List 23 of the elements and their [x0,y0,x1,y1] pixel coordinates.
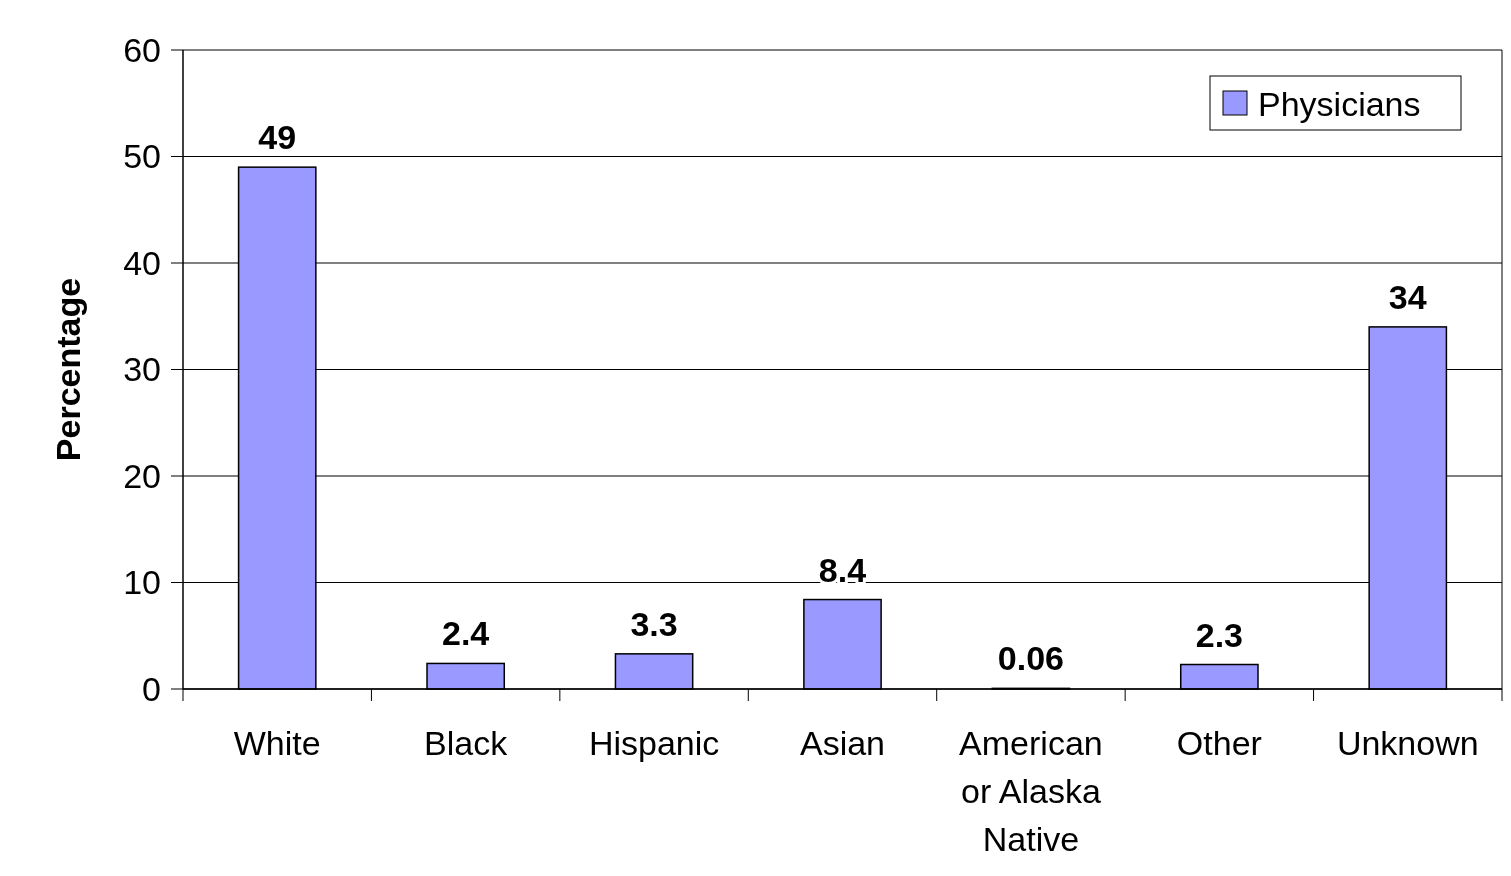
y-tick-label: 0 [142,669,161,708]
data-label: 2.4 [442,614,490,653]
data-label: 49 [258,118,297,157]
legend-label: Physicians [1258,84,1421,123]
x-tick-label: Asian [799,724,886,762]
y-tick-label: 30 [123,350,161,389]
x-tick-label: Other [1176,724,1262,762]
y-tick-label: 20 [123,456,161,495]
y-tick-label: 40 [123,243,161,282]
x-tick-label: Black [424,724,509,762]
data-label: 3.3 [630,604,678,643]
y-axis-title: Percentage [49,277,87,462]
x-tick-label: Unknown [1336,724,1479,762]
data-label: 0.06 [997,639,1065,678]
x-tick-label: Hispanic [588,724,720,762]
y-tick-label: 50 [123,137,161,176]
data-label: 2.3 [1195,615,1243,654]
data-label: 8.4 [818,550,867,589]
data-label: 34 [1388,277,1427,316]
y-tick-label: 60 [123,30,161,69]
x-tick-label: American or Alaska Native [959,724,1103,858]
x-tick-label: White [233,724,321,762]
y-tick-label: 10 [123,563,161,602]
